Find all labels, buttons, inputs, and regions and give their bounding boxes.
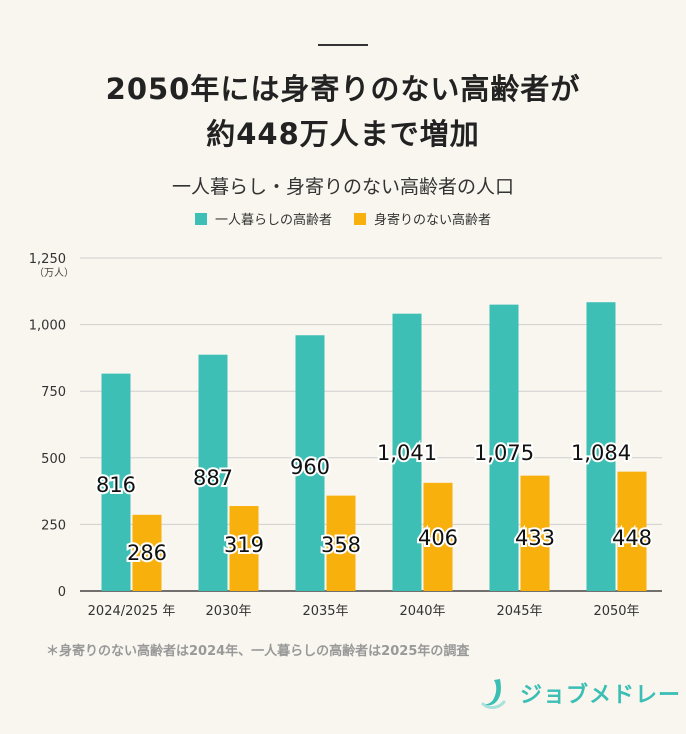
data-label-no-relatives: 319: [224, 533, 264, 557]
logo-text: ジョブメドレー: [520, 683, 682, 708]
logo-mark-icon: [481, 679, 506, 709]
bar-chart: 0 250 500 750 1,000 1,250（万人） 816 286 2024/2025 …: [29, 252, 662, 619]
x-tick-label: 2050年: [593, 604, 639, 619]
legend-item-no-relatives: 身寄りのない高齢者: [354, 209, 491, 228]
legend-label-single: 一人暮らしの高齢者: [214, 213, 332, 228]
legend-label-no-relatives: 身寄りのない高齢者: [374, 213, 492, 228]
chart-legend: 一人暮らしの高齢者 身寄りのない高齢者: [0, 209, 686, 228]
y-tick-label: 750: [41, 385, 66, 400]
bar-single: [295, 335, 325, 591]
data-label-no-relatives: 406: [418, 526, 458, 550]
bar-no-relatives: [326, 495, 356, 591]
legend-swatch-single: [194, 212, 207, 225]
data-label-single: 1,041: [377, 441, 437, 465]
x-tick-label: 2040年: [399, 604, 445, 619]
bar-no-relatives: [520, 475, 550, 591]
data-label-single: 1,084: [571, 441, 631, 465]
bar-no-relatives: [617, 471, 647, 591]
headline-line-1: 2050年には身寄りのない高齢者が: [105, 72, 581, 106]
x-tick-label: 2045年: [496, 604, 542, 619]
headline-line-2: 約448万人まで増加: [206, 117, 480, 151]
y-tick-label: 250: [41, 518, 66, 533]
bar-no-relatives: [423, 482, 453, 591]
top-rule: [318, 44, 368, 46]
data-label-no-relatives: 358: [321, 533, 361, 557]
chart-title: 一人暮らし・身寄りのない高齢者の人口: [171, 176, 514, 198]
data-label-no-relatives: 433: [515, 526, 555, 550]
legend-swatch-no-relatives: [354, 212, 366, 225]
bar-single: [198, 354, 228, 591]
y-tick-label: 1,250: [29, 252, 66, 267]
data-label-single: 887: [193, 466, 233, 490]
x-tick-label: 2030年: [205, 604, 251, 619]
bar-single: [489, 304, 519, 591]
x-tick-label: 2035年: [302, 604, 348, 619]
x-tick-label: 2024/2025 年: [88, 604, 176, 619]
y-tick-label: 0: [58, 585, 66, 600]
legend-item-single: 一人暮らしの高齢者: [194, 209, 332, 228]
data-label-no-relatives: 286: [127, 541, 167, 565]
footnote: ＊身寄りのない高齢者は2024年、一人暮らしの高齢者は2025年の調査: [46, 644, 470, 659]
data-label-single: 816: [96, 473, 136, 497]
bar-no-relatives: [132, 514, 162, 591]
bar-single: [101, 373, 131, 591]
y-axis-unit: （万人）: [34, 267, 74, 279]
data-label-no-relatives: 448: [612, 526, 652, 550]
y-tick-label: 1,000: [29, 319, 66, 334]
y-tick-label: 500: [41, 452, 66, 467]
bar-no-relatives: [229, 506, 259, 591]
data-label-single: 960: [290, 455, 330, 479]
bar-single: [392, 313, 422, 591]
data-label-single: 1,075: [474, 441, 534, 465]
brand-logo: ジョブメドレー: [478, 676, 681, 710]
bar-single: [586, 302, 616, 591]
